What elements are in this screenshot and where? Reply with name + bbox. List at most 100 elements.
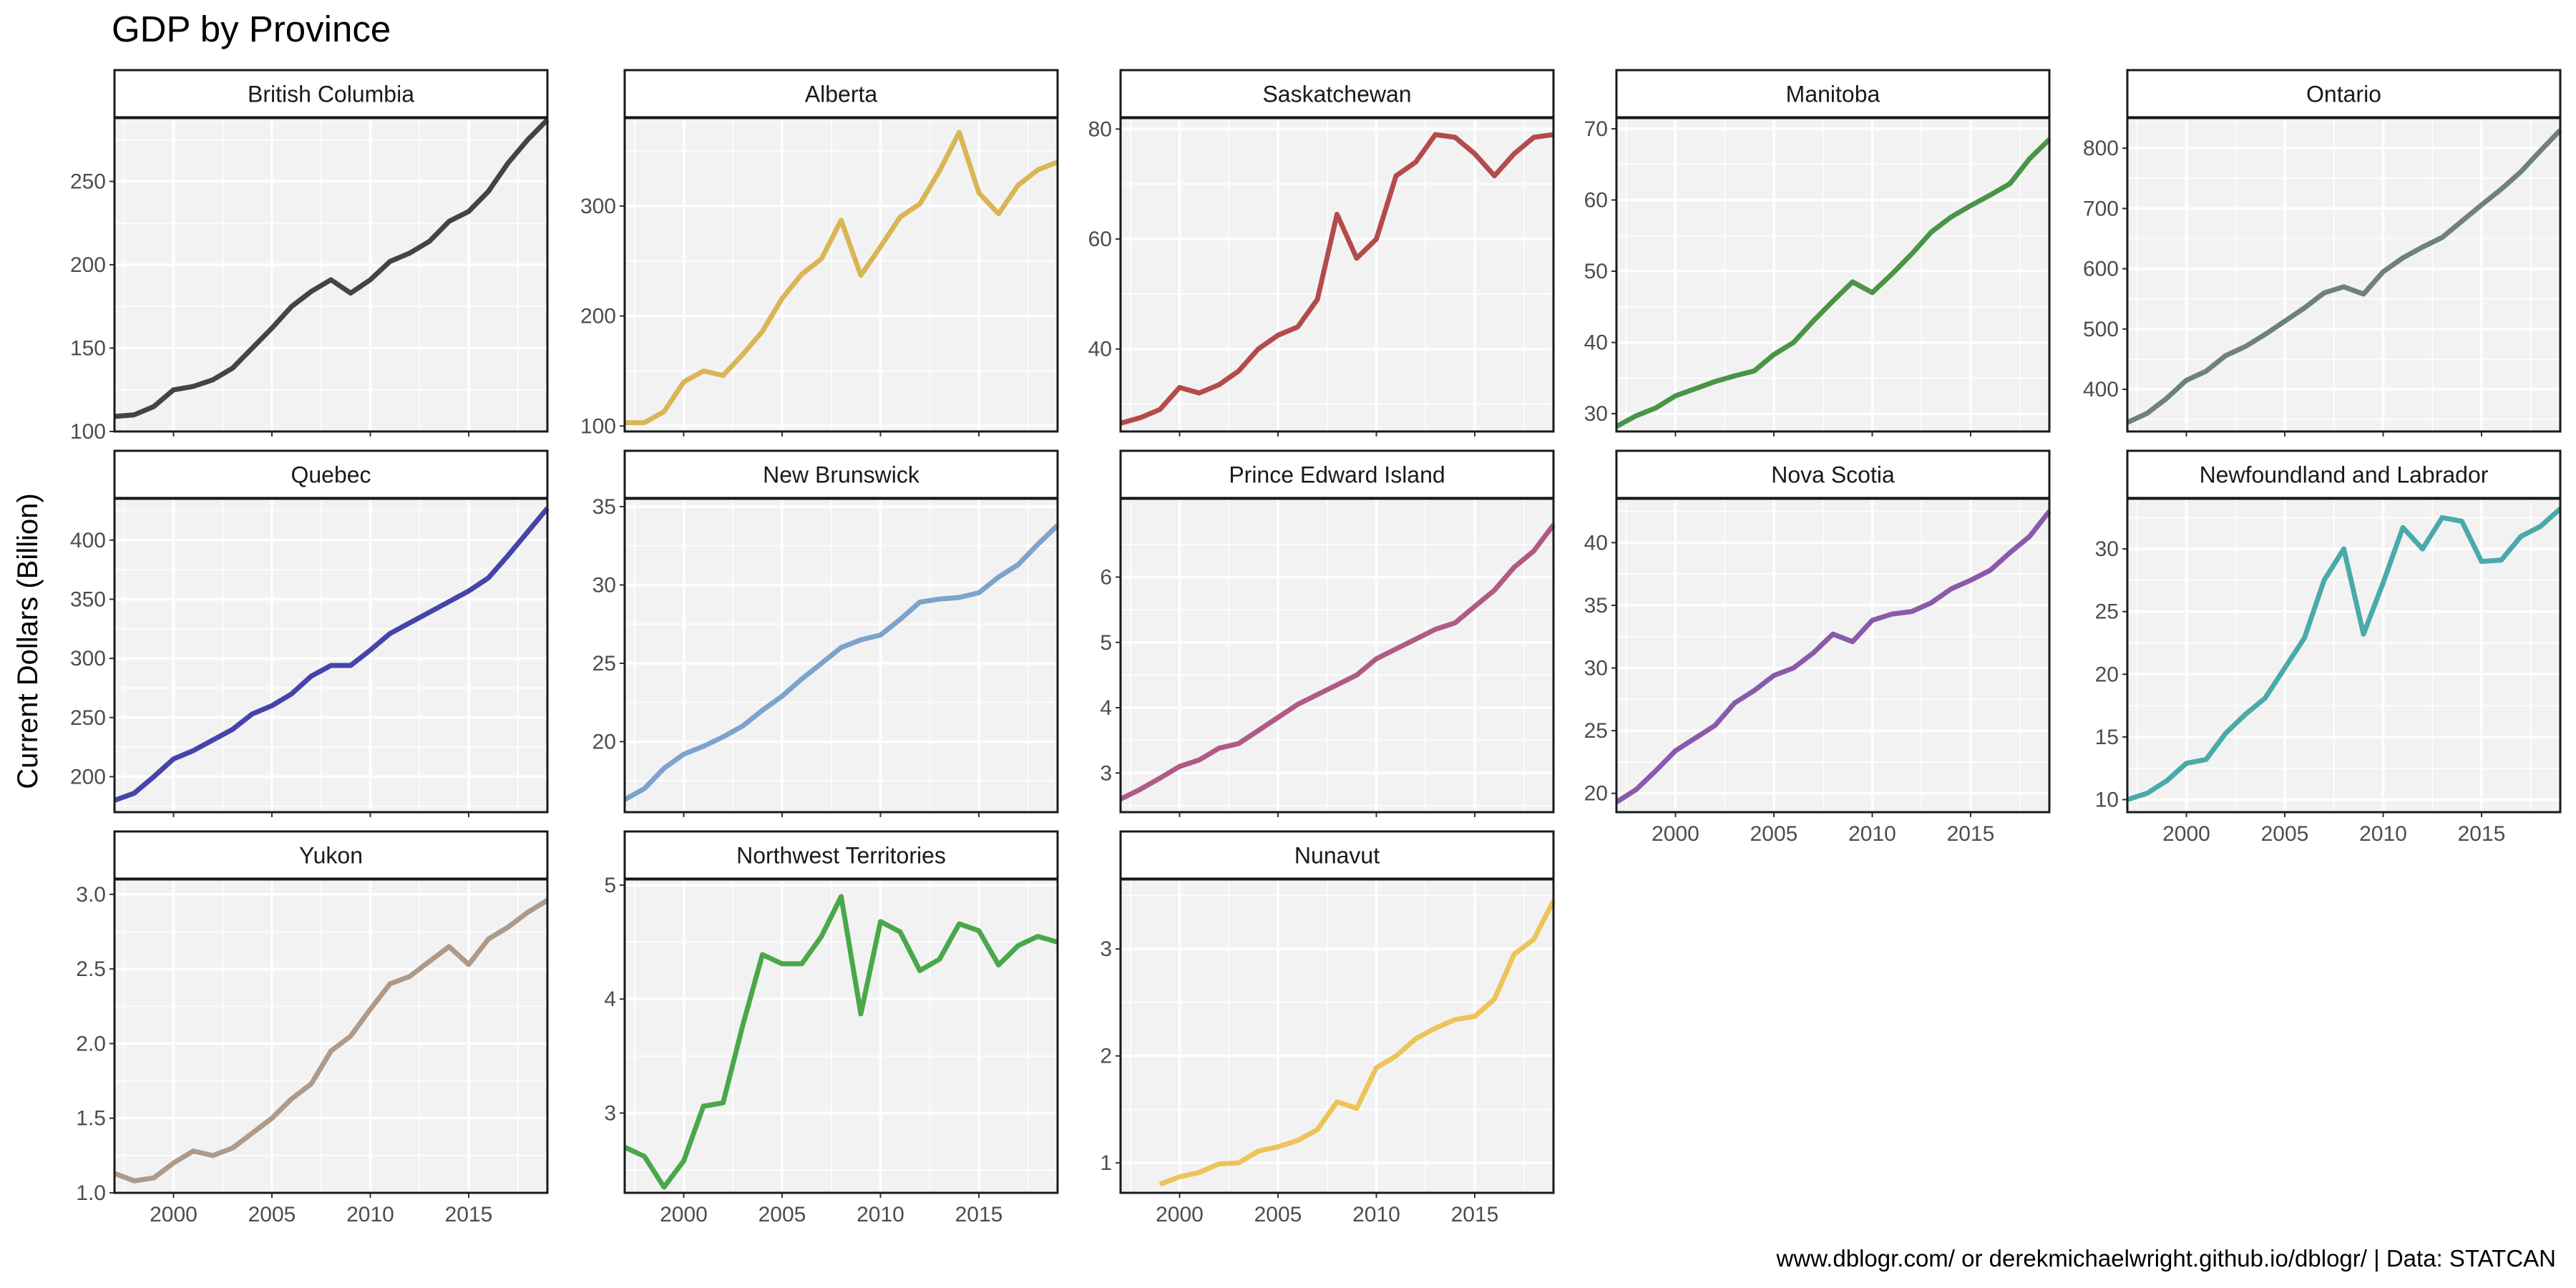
facet-strip-label: Alberta <box>805 82 878 107</box>
y-tick-label: 6 <box>1100 566 1112 590</box>
x-tick-label: 2005 <box>248 1203 296 1226</box>
panel-background <box>2127 499 2560 812</box>
facet-strip <box>113 830 549 881</box>
facet-panel: Yukon 1.0 1.5 2.0 2.5 3.0 2000 2005 2010 2015 <box>76 830 549 1226</box>
y-tick-label: 700 <box>2083 197 2119 220</box>
series-line <box>2126 128 2562 425</box>
x-tick-label: 2000 <box>150 1203 197 1226</box>
y-tick-label: 1.5 <box>76 1107 106 1131</box>
x-tick-label: 2000 <box>2162 822 2210 846</box>
facet-strip-label: Yukon <box>299 843 363 869</box>
x-tick-label: 2000 <box>1652 822 1699 846</box>
panel-border <box>1119 878 1555 1194</box>
y-tick-label: 3 <box>1100 937 1112 961</box>
facet-strip-label: British Columbia <box>248 82 414 107</box>
x-tick-label: 2010 <box>857 1203 904 1226</box>
y-tick-label: 2.0 <box>76 1032 106 1055</box>
facet-strip-label: Nunavut <box>1294 843 1380 869</box>
y-tick-label: 200 <box>70 253 106 277</box>
panel-border <box>2126 497 2562 814</box>
panel-border <box>623 117 1059 433</box>
y-tick-label: 25 <box>1584 719 1608 743</box>
y-tick-label: 300 <box>580 195 616 218</box>
panel-border <box>1119 117 1555 433</box>
series-line <box>1615 509 2051 804</box>
x-tick-label: 2000 <box>660 1203 708 1226</box>
facet-strip <box>113 69 549 119</box>
x-tick-label: 2005 <box>1750 822 1798 846</box>
x-tick-label: 2005 <box>758 1203 806 1226</box>
y-tick-label: 800 <box>2083 137 2119 160</box>
facet-strip-label: Saskatchewan <box>1262 82 1411 107</box>
y-tick-label: 40 <box>1584 331 1608 355</box>
facet-strip-label: Manitoba <box>1786 82 1880 107</box>
series-line <box>623 523 1060 802</box>
facet-panel: Newfoundland and Labrador 10 15 20 25 30 2000 2… <box>2095 449 2562 846</box>
y-tick-label: 40 <box>1584 531 1608 555</box>
x-tick-label: 2015 <box>1947 822 1995 846</box>
x-tick-label: 2015 <box>955 1203 1003 1226</box>
facet-strip <box>1119 69 1555 119</box>
chart-title: GDP by Province <box>112 9 391 49</box>
series-line <box>1615 137 2051 429</box>
x-tick-label: 2000 <box>1156 1203 1204 1226</box>
panel-border <box>1119 497 1555 814</box>
y-tick-label: 600 <box>2083 258 2119 281</box>
panel-border <box>1615 497 2051 814</box>
series-line <box>113 898 549 1184</box>
panel-border <box>2126 117 2562 433</box>
facet-panel: Nova Scotia 20 25 30 35 40 2000 2005 2010 2015 <box>1584 449 2051 846</box>
facet-strip-label: Nova Scotia <box>1771 462 1895 488</box>
y-tick-label: 100 <box>580 414 616 438</box>
y-tick-label: 15 <box>2095 726 2119 749</box>
y-tick-label: 3.0 <box>76 883 106 907</box>
y-tick-label: 60 <box>1088 228 1112 251</box>
facet-strip <box>1615 449 2051 500</box>
y-tick-label: 20 <box>2095 663 2119 686</box>
y-tick-label: 20 <box>1584 782 1608 806</box>
panel-background <box>1121 118 1553 431</box>
series-line <box>114 117 550 419</box>
y-tick-label: 70 <box>1584 117 1608 141</box>
x-tick-label: 2015 <box>1451 1203 1499 1226</box>
y-tick-label: 5 <box>1100 631 1112 655</box>
y-tick-label: 150 <box>70 337 106 361</box>
y-tick-label: 25 <box>592 652 616 675</box>
panel-background <box>625 499 1058 812</box>
y-tick-label: 10 <box>2095 788 2119 811</box>
panel-border <box>113 117 549 433</box>
series-line <box>623 894 1058 1190</box>
y-tick-label: 50 <box>1584 260 1608 283</box>
facet-strip-label: Quebec <box>291 462 371 488</box>
facet-strip-label: Northwest Territories <box>736 843 946 869</box>
panel-border <box>623 878 1059 1194</box>
y-tick-label: 20 <box>592 730 616 753</box>
facet-strip <box>1119 449 1555 500</box>
y-tick-label: 30 <box>2095 537 2119 561</box>
facet-strip <box>623 449 1059 500</box>
y-tick-label: 30 <box>1584 402 1608 426</box>
panel-background <box>114 499 547 812</box>
panel-background <box>114 879 547 1193</box>
y-tick-label: 60 <box>1584 188 1608 212</box>
x-tick-label: 2010 <box>1352 1203 1400 1226</box>
y-tick-label: 400 <box>2083 378 2119 401</box>
facet-panel: New Brunswick 20 25 30 35 <box>592 449 1060 817</box>
y-tick-label: 2.5 <box>76 957 106 981</box>
panel-background <box>114 118 547 431</box>
y-tick-label: 3 <box>604 1102 616 1126</box>
panel-background <box>1121 879 1553 1193</box>
facet-panel: Alberta 100 200 300 <box>580 69 1059 438</box>
panel-background <box>1616 118 2049 431</box>
y-tick-label: 80 <box>1088 117 1112 141</box>
y-tick-label: 350 <box>70 587 106 611</box>
series-line <box>1119 523 1556 801</box>
panel-background <box>1616 499 2049 812</box>
panel-border <box>113 497 549 814</box>
panel-background <box>2127 118 2560 431</box>
facet-panel: Nunavut 1 2 3 2000 2005 2010 2015 <box>1100 830 1556 1226</box>
series-line <box>1158 899 1556 1187</box>
y-tick-label: 30 <box>1584 657 1608 680</box>
y-tick-label: 3 <box>1100 761 1112 785</box>
